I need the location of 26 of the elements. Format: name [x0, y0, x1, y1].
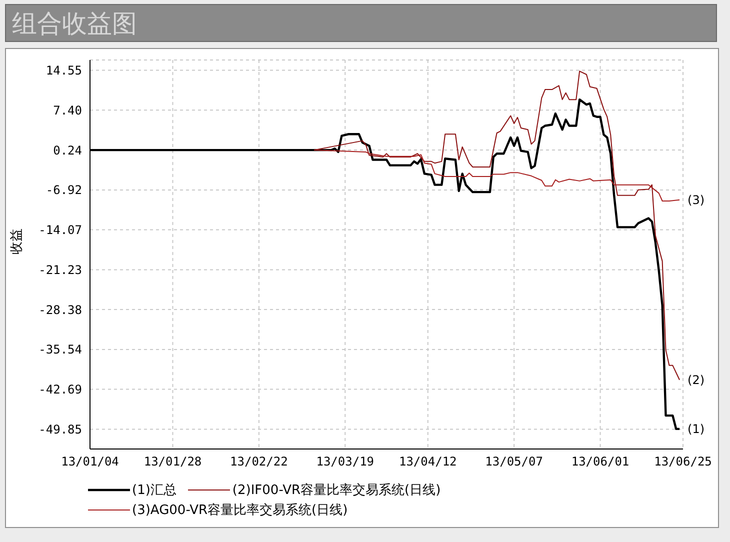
chart-title: 组合收益图	[5, 4, 717, 42]
x-tick-label: 13/06/01	[571, 454, 630, 469]
x-tick-label: 13/02/22	[230, 454, 288, 469]
y-tick-label: -14.07	[38, 223, 82, 238]
x-tick-label: 13/04/12	[398, 454, 457, 469]
annotation: (2)	[688, 373, 705, 388]
x-tick-label: 13/01/28	[144, 454, 202, 469]
legend-label: (2)IF00-VR容量比率交易系统(日线)	[232, 482, 441, 499]
y-tick-label: -49.85	[38, 422, 82, 436]
x-tick-label: 13/01/04	[61, 454, 119, 469]
y-tick-label: -42.69	[38, 382, 82, 397]
y-tick-label: 0.24	[53, 143, 82, 158]
annotation: (1)	[688, 422, 705, 436]
legend-label: (3)AG00-VR容量比率交易系统(日线)	[132, 502, 348, 519]
x-tick-label: 13/05/07	[485, 454, 543, 469]
y-tick-label: -6.92	[46, 183, 82, 198]
x-tick-label: 13/06/25	[654, 454, 712, 469]
y-tick-label: -28.38	[38, 302, 82, 317]
y-axis-title: 收益	[10, 228, 25, 254]
annotation: (3)	[688, 193, 705, 208]
y-tick-label: -21.23	[38, 262, 82, 277]
y-tick-label: 14.55	[46, 64, 82, 78]
y-tick-label: 7.40	[53, 103, 82, 118]
legend-label: (1)汇总	[132, 482, 176, 499]
x-tick-label: 13/03/19	[316, 454, 374, 469]
y-tick-label: -35.54	[38, 342, 82, 357]
